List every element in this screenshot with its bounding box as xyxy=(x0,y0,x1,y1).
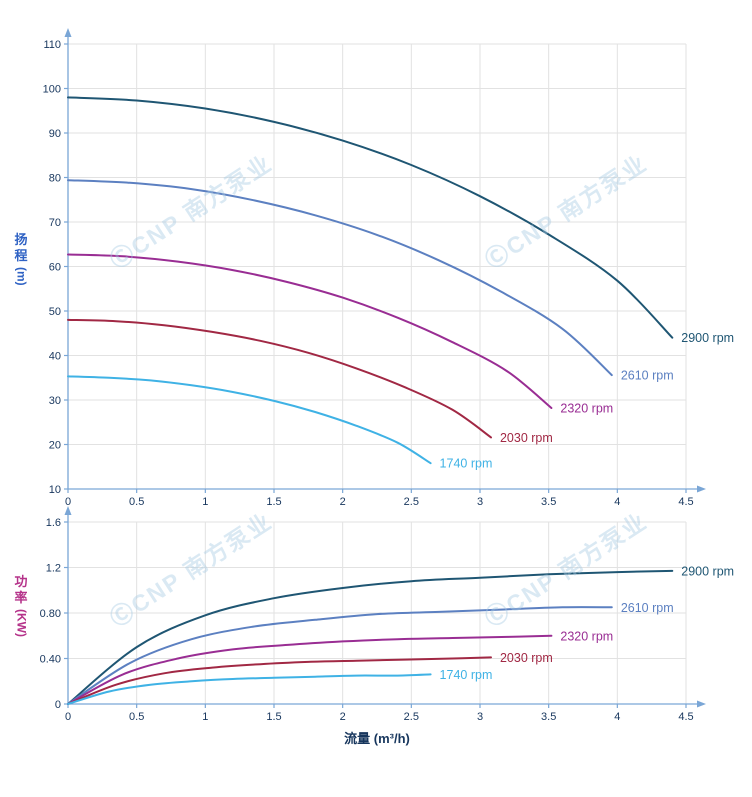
flow-axis-title: 流量 (m³/h) xyxy=(344,731,410,746)
x-tick-label: 3.5 xyxy=(541,496,556,508)
y-tick-label: 110 xyxy=(43,39,61,51)
x-tick-label: 4.5 xyxy=(678,711,693,723)
power-flow-chart: 0 0.5 1 1.5 2 2.5 3 3.5 4 4.5 0 0.40 0.80 1.2 1.6 2900 … xyxy=(40,506,734,723)
curve-2320-rpm xyxy=(67,253,553,409)
y-axis-arrow-icon xyxy=(64,506,72,515)
x-tick-label: 0 xyxy=(65,496,71,508)
y-tick-label: 90 xyxy=(49,128,61,140)
y-tick-label: 50 xyxy=(49,306,61,318)
x-tick-label: 1.5 xyxy=(266,711,281,723)
y-tick-label: 1.6 xyxy=(46,517,61,529)
head-axis-title: 扬 程 (m) xyxy=(8,232,34,285)
y-tick-label: 0.40 xyxy=(40,654,61,666)
y-tick-label: 30 xyxy=(49,395,61,407)
curve-2030-rpm xyxy=(67,318,492,439)
y-tick-label: 0 xyxy=(55,699,61,711)
head-axis-unit: (m) xyxy=(14,266,29,286)
y-tick-label: 10 xyxy=(49,484,61,496)
x-axis-arrow-icon xyxy=(697,700,706,708)
head-axis-title-char: 程 xyxy=(14,248,28,264)
y-axis-arrow-icon xyxy=(64,28,72,37)
curve-2900-rpm xyxy=(67,96,674,339)
curve-label-2030-rpm: 2030 rpm xyxy=(500,431,553,445)
x-tick-label: 4 xyxy=(614,496,620,508)
x-tick-label: 0.5 xyxy=(129,711,144,723)
x-tick-label: 3 xyxy=(477,496,483,508)
x-tick-label: 4 xyxy=(614,711,620,723)
head-flow-chart: 0 0.5 1 1.5 2 2.5 3 3.5 4 4.5 10 20 30 40 50 60 70 80 90 10… xyxy=(43,28,734,508)
head-axis-title-char: 扬 xyxy=(14,232,28,247)
x-tick-label: 1 xyxy=(202,711,208,723)
power-axis-unit: (KW) xyxy=(14,608,29,637)
power-axis-title: 功 率 (KW) xyxy=(8,574,34,636)
y-tick-label: 100 xyxy=(43,84,61,96)
x-tick-label: 2 xyxy=(340,496,346,508)
y-tick-label: 40 xyxy=(49,351,61,363)
curve-label-2900-rpm: 2900 rpm xyxy=(681,331,734,345)
curve-label-2610-rpm: 2610 rpm xyxy=(621,369,674,383)
x-tick-label: 1 xyxy=(202,496,208,508)
y-tick-label: 70 xyxy=(49,217,61,229)
y-tick-label: 0.80 xyxy=(40,608,61,620)
x-axis-arrow-icon xyxy=(697,485,706,493)
y-tick-label: 1.2 xyxy=(46,563,61,575)
curve-2610-rpm xyxy=(67,179,613,377)
x-tick-label: 1.5 xyxy=(266,496,281,508)
x-tick-label: 4.5 xyxy=(678,496,693,508)
curve-label-2320-rpm: 2320 rpm xyxy=(560,402,613,416)
x-tick-label: 3.5 xyxy=(541,711,556,723)
x-tick-label: 0 xyxy=(65,711,71,723)
x-tick-label: 0.5 xyxy=(129,496,144,508)
curve-label-1740-rpm: 1740 rpm xyxy=(440,668,493,682)
curve-2030-rpm xyxy=(67,656,492,705)
curve-label-2900-rpm: 2900 rpm xyxy=(681,564,734,578)
curve-2610-rpm xyxy=(67,606,613,705)
power-axis-title-char: 功 xyxy=(14,574,28,589)
curve-label-2320-rpm: 2320 rpm xyxy=(560,629,613,643)
curve-1740-rpm xyxy=(67,673,432,705)
curve-1740-rpm xyxy=(67,375,432,465)
x-tick-label: 2.5 xyxy=(404,711,419,723)
x-tick-label: 2.5 xyxy=(404,496,419,508)
curve-2900-rpm xyxy=(67,569,674,705)
x-tick-label: 3 xyxy=(477,711,483,723)
x-tick-label: 2 xyxy=(340,711,346,723)
curve-label-2030-rpm: 2030 rpm xyxy=(500,651,553,665)
y-tick-label: 60 xyxy=(49,262,61,274)
curve-label-2610-rpm: 2610 rpm xyxy=(621,601,674,615)
power-axis-title-char: 率 xyxy=(14,590,28,606)
curve-2320-rpm xyxy=(67,634,553,705)
curve-label-1740-rpm: 1740 rpm xyxy=(440,457,493,471)
y-tick-label: 20 xyxy=(49,440,61,452)
y-tick-label: 80 xyxy=(49,173,61,185)
